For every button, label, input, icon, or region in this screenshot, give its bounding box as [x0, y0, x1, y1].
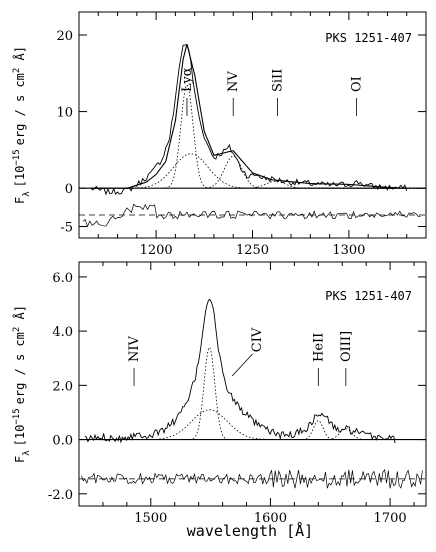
gaussian-component-3	[305, 420, 426, 440]
y-axis-label-part: erg / s cm	[13, 332, 27, 404]
spectrum-series-1	[90, 44, 408, 196]
emission-line-label: Lyα	[180, 67, 195, 92]
y-axis-label-part: [10	[13, 425, 27, 447]
y-axis-label-part: erg / s cm	[13, 73, 27, 145]
x-axis-label: wavelength [Å]	[187, 521, 313, 540]
gaussian-component-1	[134, 153, 426, 189]
x-tick-label: 1600	[254, 511, 287, 526]
x-tick-label: 1200	[140, 243, 173, 258]
y-tick-label: -2.0	[48, 488, 73, 503]
y-axis-label-part: F	[13, 456, 27, 463]
x-tick-label: 1250	[236, 243, 269, 258]
spectrum-series-2	[90, 44, 407, 189]
plot-frame	[78, 11, 427, 239]
residual-curve	[81, 468, 423, 489]
y-axis-label-part: 2	[12, 68, 22, 73]
y-axis-label: Fλ [10−15 erg / s cm2 Å]	[12, 46, 32, 204]
x-tick-label: 1500	[134, 511, 167, 526]
emission-line-label: SiII	[271, 69, 286, 92]
y-axis-label-part: λ	[22, 191, 32, 197]
y-tick-label: 0	[65, 182, 73, 197]
y-axis-label-part: −15	[12, 149, 22, 165]
x-tick-label: 1700	[374, 511, 407, 526]
y-axis-label-part: F	[13, 197, 27, 204]
y-tick-label: 0.0	[52, 434, 73, 449]
x-tick-label: 1300	[332, 243, 365, 258]
gaussian-component-2	[165, 83, 426, 189]
object-name: PKS 1251-407	[325, 31, 412, 45]
emission-line-label: OI	[350, 76, 365, 92]
emission-line-label: NIV	[127, 335, 142, 362]
plot-frame	[78, 261, 427, 507]
line-id-marker	[231, 353, 253, 377]
y-tick-label: -5	[60, 221, 73, 236]
spectrum-series-1	[84, 298, 396, 444]
y-axis-label: Fλ [10−15 erg / s cm2 Å]	[12, 305, 32, 463]
emission-line-label: OIII]	[339, 331, 354, 362]
y-tick-label: 2.0	[52, 379, 73, 394]
y-axis-label-part: Å]	[12, 46, 27, 68]
y-tick-label: 10	[56, 106, 73, 121]
panel-2: 1500 1600 1700 6.0 4.0 2.0 0.0 -2.0 NIV CIV HeII OI…	[12, 261, 427, 526]
gaussian-component-4	[331, 428, 426, 440]
y-tick-label: 6.0	[52, 271, 73, 286]
gaussian-component-1	[159, 409, 426, 440]
y-axis-label-part: Å]	[12, 305, 27, 327]
object-name: PKS 1251-407	[325, 289, 412, 303]
y-axis-label-part: −15	[12, 408, 22, 424]
y-tick-label: 4.0	[52, 325, 73, 340]
y-axis-label-part: 2	[12, 327, 22, 332]
y-tick-label: 20	[56, 29, 73, 44]
panel-1: 1200 1250 1300 20 10 0 -5 Lyα NV SiII OI PKS 1251-4…	[12, 11, 427, 258]
y-axis-label-part: [10	[13, 166, 27, 188]
gaussian-component-2	[192, 346, 426, 440]
emission-line-label: CIV	[250, 327, 265, 352]
residual-curve	[82, 203, 421, 228]
y-axis-label-part: λ	[22, 450, 32, 456]
emission-line-label: HeII	[311, 333, 326, 362]
emission-line-label: NV	[226, 71, 241, 92]
